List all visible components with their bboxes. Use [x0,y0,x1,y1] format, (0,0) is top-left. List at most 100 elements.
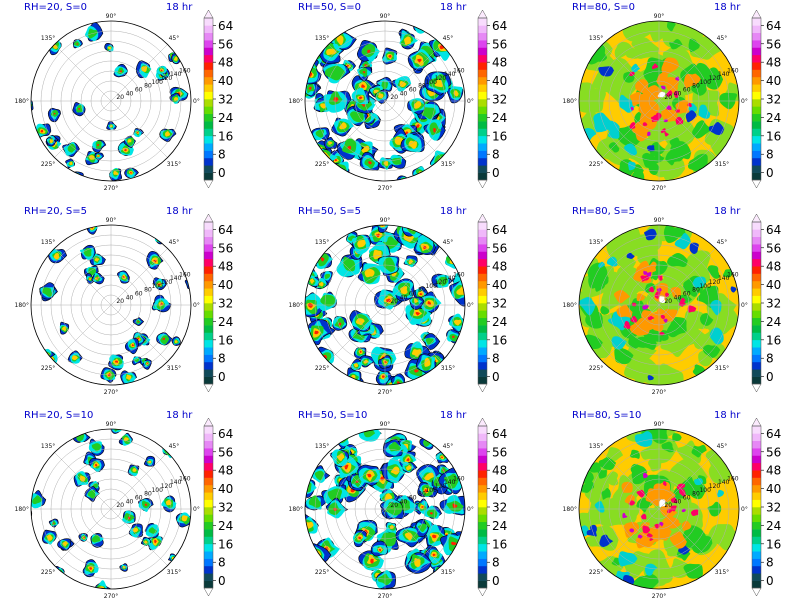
contour-region [657,91,666,98]
angular-tick-label: 225° [41,569,55,576]
contour-region [314,330,319,335]
contour-region [661,441,674,453]
radial-tick-label: 20 [116,502,124,509]
angular-gridline [110,248,168,306]
contour-region [663,318,668,323]
contour-region [699,313,714,326]
colorbar-tick-label: 32 [218,501,233,515]
contour-region [91,534,101,543]
angular-gridline [602,304,660,362]
contour-region [414,21,431,34]
colorbar-segment [752,121,761,129]
contour-region [355,318,365,325]
colorbar-segment [478,222,487,230]
colorbar-segment [752,222,761,230]
colorbar-tick-label: 48 [492,56,507,70]
colorbar-tick-label: 56 [766,37,781,51]
colorbar-segment [204,484,213,493]
contour-region [633,575,651,589]
contour-region [631,36,650,53]
colorbar-segment [752,347,761,355]
angular-tick-label: 45° [443,35,454,42]
radial-tick-label: 140 [718,71,730,78]
colorbar-segment [752,361,761,370]
colorbar-segment [204,62,213,70]
contour-region [411,225,415,230]
contour-region [636,489,645,498]
angular-gridline [384,44,442,102]
contour-region [353,363,358,368]
radial-tick-label: 80 [418,287,426,294]
contour-region [650,320,664,332]
contour-region [660,85,666,90]
contour-region [675,76,680,81]
contour-region [692,276,707,288]
contour-region [687,102,692,108]
contour-region [648,286,655,293]
contour-region [76,432,85,442]
colorbar-segment [478,128,487,137]
colorbar-segment [752,433,761,442]
contour-region [660,314,666,320]
radial-tick-label: 20 [390,502,398,509]
radial-tick-label: 80 [144,287,152,294]
colorbar-extend-top [477,417,488,427]
colorbar-segment [752,172,761,181]
colorbar-segment [752,565,761,574]
colorbar-segment [752,266,761,274]
colorbar-extend-top [751,9,762,19]
contour-region [363,359,369,364]
colorbar-segment [752,455,761,464]
contour-region [94,463,98,467]
colorbar-segment [204,113,213,122]
colorbar: 0 8 16 24 32 40 48 56 64 [203,417,233,597]
angular-tick-label: 180° [15,98,29,105]
contour-region [663,225,686,243]
colorbar-segment [478,165,487,173]
contour-region [681,508,686,513]
polar-boundary [304,20,466,182]
contour-region [605,447,624,461]
contour-region [119,70,122,73]
contour-region [666,309,678,319]
colorbar-segment [752,354,761,363]
contour-region [67,143,76,153]
colorbar-tick-label: 56 [492,241,507,255]
contour-region [406,464,412,471]
polar-boundary [30,20,192,182]
contour-region [668,150,684,163]
contour-region [130,171,132,174]
contour-region [600,306,610,315]
angular-tick-label: 270° [652,185,666,192]
colorbar-segment [204,426,213,434]
colorbar-segment [752,150,761,159]
colorbar-segment [478,507,487,515]
angular-tick-label: 135° [315,239,329,246]
colorbar-segment [204,529,213,537]
angular-tick-label: 45° [443,239,454,246]
contour-region [631,171,645,181]
contour-region [386,298,391,303]
colorbar-tick-label: 0 [492,166,500,180]
colorbar: 0 8 16 24 32 40 48 56 64 [477,213,507,393]
contour-region [434,79,443,88]
angular-tick-label: 315° [167,365,181,372]
contour-region [31,65,37,71]
contour-region [173,56,178,61]
colorbar-segment [752,339,761,348]
panel-time: 18 hr [714,206,741,217]
contour-region [53,253,60,260]
contour-region [660,516,682,529]
contour-region [642,122,648,126]
colorbar-tick-label: 24 [218,111,233,125]
colorbar-tick-label: 24 [766,111,781,125]
contour-region [621,481,633,493]
colorbar-segment [478,325,487,333]
contour-region [114,360,118,363]
angular-tick-label: 270° [652,593,666,600]
colorbar-extend-top [203,417,214,427]
colorbar-tick-label: 48 [218,464,233,478]
colorbar-segment [204,251,213,260]
angular-tick-label: 225° [315,161,329,168]
colorbar-segment [478,347,487,355]
